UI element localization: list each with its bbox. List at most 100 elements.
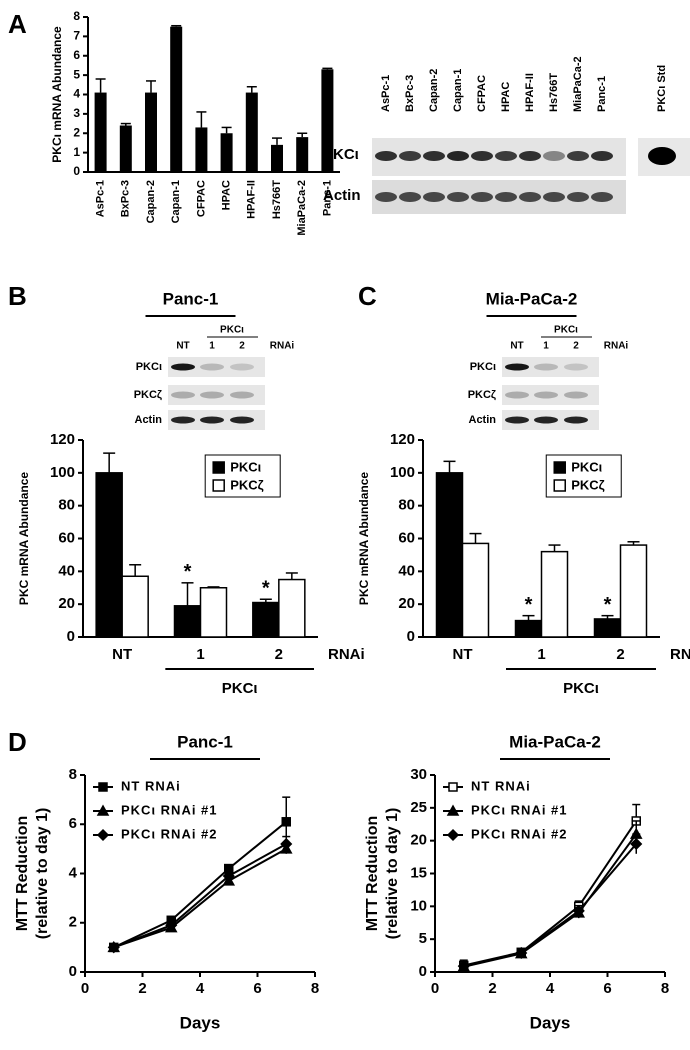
x-tick-label: Capan-2 [145, 180, 157, 223]
marker [165, 919, 178, 932]
x-tick-label: 8 [311, 980, 319, 997]
bar [435, 472, 464, 638]
chart-title: Panc-1 [163, 289, 219, 308]
y-tick-label: 15 [410, 864, 427, 881]
legend-swatch [553, 479, 566, 492]
blot-band [447, 192, 469, 202]
group-label: PKCι [563, 680, 599, 697]
lane-label: HPAC [500, 82, 512, 112]
blot-band [447, 151, 469, 161]
legend-marker [446, 804, 460, 816]
legend-label: PKCι [571, 459, 602, 474]
x-tick-label: 6 [253, 980, 261, 997]
blot-background [502, 357, 599, 377]
x-tick-label: 0 [431, 980, 439, 997]
row-label: PKCζ [468, 389, 496, 401]
y-tick-label: 8 [69, 766, 77, 783]
blot-band [591, 151, 613, 161]
x-tick-label: HPAC [221, 180, 233, 210]
lane-label: Panc-1 [596, 76, 608, 112]
bar [461, 542, 490, 638]
blot-band [505, 416, 529, 424]
blot-band [230, 416, 254, 424]
y-tick-label: 0 [67, 628, 75, 645]
lane-label: PKCι Std [656, 65, 668, 112]
blot-band [567, 151, 589, 161]
bar [199, 587, 228, 638]
legend-label: PKCι RNAi #2 [471, 826, 568, 841]
series-line [463, 833, 638, 968]
y-tick-label: 100 [390, 464, 415, 481]
x-tick-label: 4 [546, 980, 555, 997]
x-tick-label: Capan-1 [170, 180, 182, 223]
bar [321, 69, 334, 172]
y-axis-label: (relative to day 1) [384, 808, 401, 940]
blot-band [171, 391, 195, 399]
marker [107, 941, 120, 954]
lane-label: Capan-1 [452, 69, 464, 112]
y-tick-label: 20 [58, 595, 75, 612]
blot-band [423, 151, 445, 161]
y-tick-label: 0 [69, 963, 77, 980]
y-tick-label: 120 [390, 431, 415, 448]
blot-band [399, 192, 421, 202]
blot-header: NT [510, 341, 523, 352]
y-tick-label: 3 [73, 106, 80, 120]
blot-header: 1 [543, 341, 549, 352]
chart-title: Mia-PaCa-2 [486, 289, 578, 308]
blot-band [230, 363, 254, 371]
x-tick-label: BxPc-3 [120, 180, 132, 217]
lane-label: CFPAC [476, 75, 488, 112]
blot-header: PKCι [554, 325, 578, 336]
blot-background [168, 357, 265, 377]
legend-box [204, 454, 281, 498]
y-tick-label: 120 [50, 431, 75, 448]
y-tick-label: 10 [410, 897, 427, 914]
x-tick-label: 1 [537, 646, 545, 663]
blot-band [519, 192, 541, 202]
blot-band [543, 192, 565, 202]
y-tick-label: 80 [398, 497, 415, 514]
series-line [113, 821, 287, 949]
x-tick-label: CFPAC [195, 180, 207, 217]
group-label: PKCι [222, 680, 258, 697]
blot-band [543, 151, 565, 161]
y-tick-label: 40 [398, 562, 415, 579]
blot-band [171, 416, 195, 424]
blot-band [399, 151, 421, 161]
blot-header: RNAi [270, 341, 295, 352]
legend-marker [448, 782, 458, 792]
y-tick-label: 25 [410, 799, 427, 816]
y-tick-label: 4 [73, 87, 80, 101]
blot-band [495, 192, 517, 202]
y-axis-label: MTT Reduction [14, 816, 31, 932]
row-label: Actin [135, 414, 163, 426]
y-tick-label: 80 [58, 497, 75, 514]
row-label: Actin [469, 414, 497, 426]
blot-band [534, 391, 558, 399]
y-tick-label: 5 [419, 930, 427, 947]
blot-band [375, 151, 397, 161]
marker [281, 817, 291, 827]
significance-mark: * [184, 561, 192, 583]
legend-label: NT RNAi [121, 778, 181, 793]
marker [222, 869, 235, 883]
blot-band [564, 363, 588, 371]
lane-label: AsPc-1 [380, 75, 392, 112]
lane-label: HPAF-II [524, 73, 536, 112]
bar [195, 127, 208, 172]
legend-swatch [212, 461, 225, 474]
legend-marker [98, 782, 108, 792]
y-axis-label: PKC mRNA Abundance [17, 472, 31, 605]
blot-band [648, 147, 676, 165]
legend-label: PKCι RNAi #1 [471, 802, 568, 817]
blot-band [171, 363, 195, 371]
blot-background [168, 385, 265, 405]
x-tick-label: MiaPaCa-2 [296, 180, 308, 236]
blot-band [534, 363, 558, 371]
panel-letter: C [358, 281, 377, 311]
x-tick-label: 2 [488, 980, 496, 997]
row-label: Actin [323, 187, 361, 204]
y-tick-label: 4 [69, 864, 78, 881]
y-axis-label: PKC mRNA Abundance [357, 472, 371, 605]
